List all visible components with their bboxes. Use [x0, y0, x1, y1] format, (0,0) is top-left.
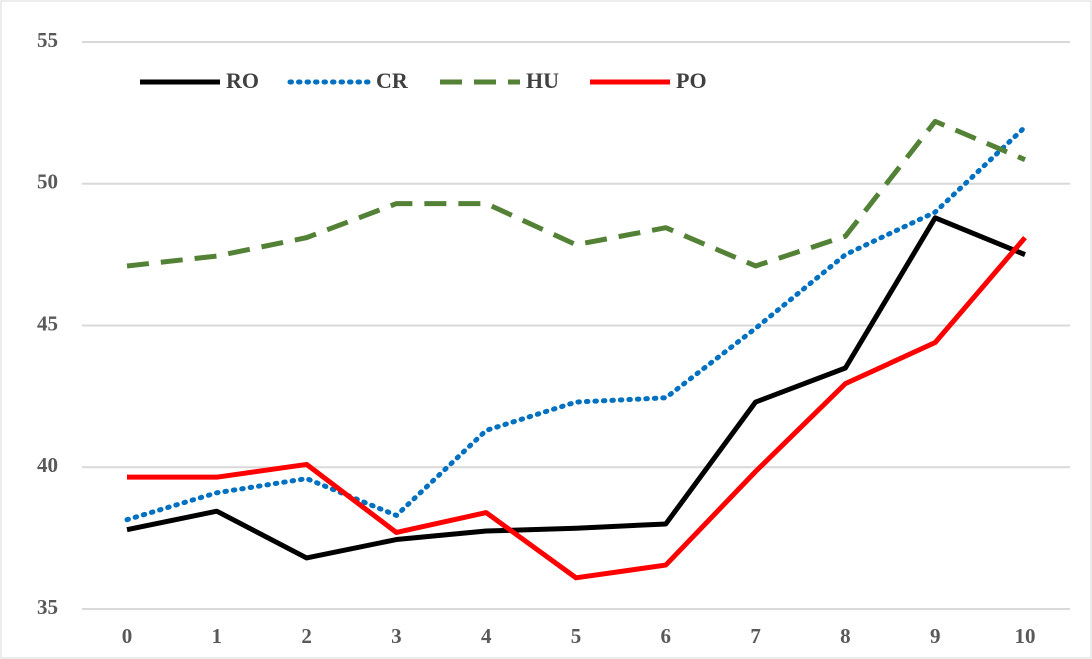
x-tick-label: 1	[212, 624, 223, 648]
series-line	[127, 235, 1027, 581]
y-tick-label: 55	[37, 28, 58, 52]
x-tick-label: 9	[930, 624, 941, 648]
x-tick-label: 3	[391, 624, 402, 648]
x-tick-label: 2	[301, 624, 312, 648]
series-line	[124, 124, 1028, 523]
x-tick-label: 7	[750, 624, 761, 648]
y-tick-label: 45	[37, 311, 58, 335]
x-tick-label: 8	[840, 624, 851, 648]
x-tick-label: 5	[571, 624, 582, 648]
series-line	[126, 215, 1026, 561]
series-line	[126, 118, 1026, 269]
x-tick-label: 4	[481, 624, 492, 648]
legend-label: RO	[226, 68, 259, 93]
legend-label: PO	[676, 68, 707, 93]
y-tick-label: 50	[37, 170, 58, 194]
x-tick-label: 10	[1015, 624, 1036, 648]
x-tick-label: 0	[122, 624, 133, 648]
y-tick-label: 35	[37, 595, 58, 619]
y-tick-label: 40	[37, 453, 58, 477]
x-tick-label: 6	[661, 624, 672, 648]
legend-label: HU	[526, 68, 559, 93]
legend-label: CR	[376, 68, 409, 93]
